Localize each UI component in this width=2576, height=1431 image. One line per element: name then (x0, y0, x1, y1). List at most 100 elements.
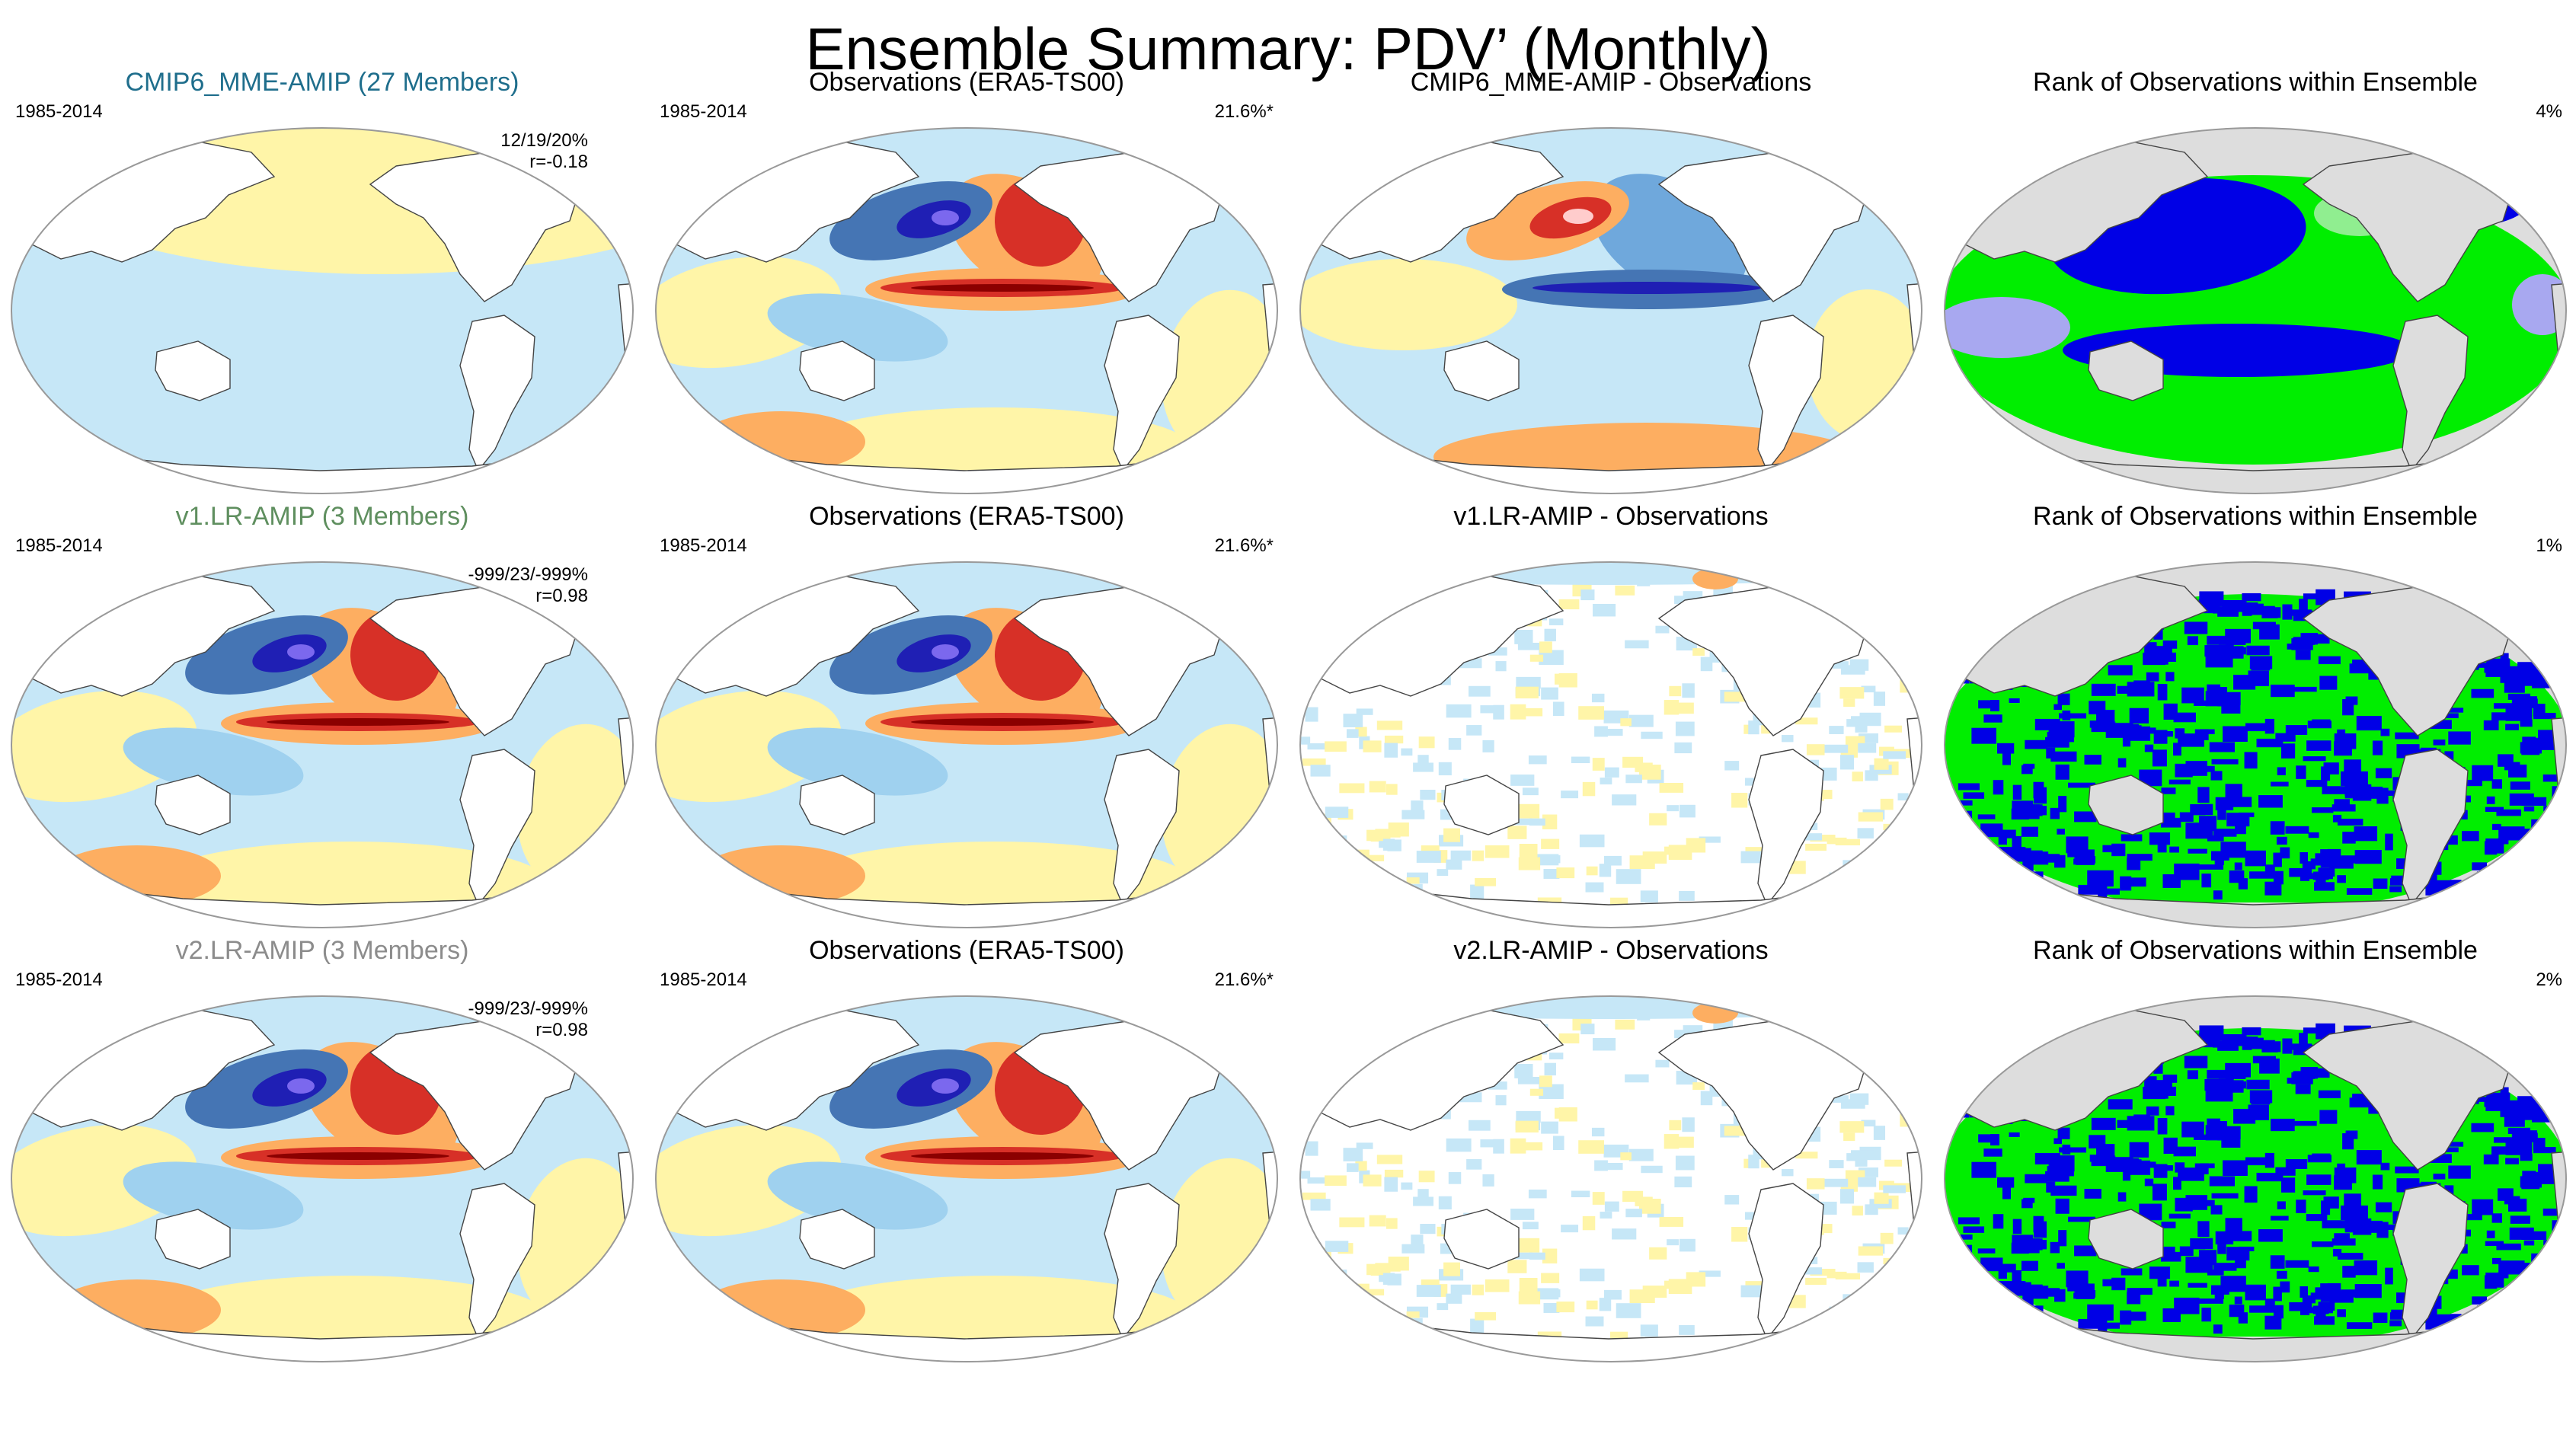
panel-percent: 21.6%* (1214, 535, 1274, 556)
field-rank-cell (2525, 880, 2541, 893)
field-rank-cell (2523, 806, 2535, 812)
field-rank-cell (2337, 1253, 2363, 1260)
field-rank-cell (2157, 1276, 2167, 1287)
map-field (11, 996, 633, 1362)
map-field (11, 562, 633, 928)
field-rank-cell (2521, 1231, 2547, 1241)
field-rank-cell (2057, 829, 2065, 835)
field-speckle (1851, 716, 1874, 725)
field-rank-cell (2207, 1269, 2224, 1276)
field-rank-cell (2533, 704, 2546, 717)
map-border (655, 995, 1278, 1362)
land-australia (2088, 1209, 2164, 1270)
field-rank-cell (2169, 1280, 2179, 1287)
field-speckle (1683, 1025, 1703, 1033)
field-speckle (1788, 1337, 1813, 1346)
field-speckle (1347, 573, 1368, 586)
field-speckle (1745, 847, 1767, 854)
field-speckle (1923, 570, 1933, 581)
field-speckle (1904, 678, 1922, 689)
field-rank-cell (2162, 1075, 2178, 1083)
field-rank-cell (2525, 835, 2542, 852)
field-speckle (1811, 1011, 1825, 1024)
field-rank-cell (2102, 845, 2113, 853)
field-rank-cell (2012, 835, 2021, 852)
field-yellow-west-pacific (656, 256, 842, 369)
field-rank-cell (2251, 1097, 2271, 1105)
field-speckle (1889, 1002, 1915, 1011)
field-rank-cell (2246, 645, 2270, 656)
field-speckle (1604, 767, 1619, 778)
field-rank-cell (1998, 1267, 2007, 1279)
field-speckle (1881, 619, 1901, 629)
field-rank-cell (2337, 819, 2363, 826)
field-rank-cell (1978, 700, 1995, 709)
panel-title: Observations (ERA5-TS00) (809, 68, 1124, 97)
field-rank-cell (2050, 1241, 2060, 1254)
field-rank-cell (2213, 599, 2222, 607)
map-field (656, 996, 1277, 1362)
field-speckle (1683, 591, 1703, 599)
field-speckle (1315, 1333, 1329, 1340)
field-rank-cell (2491, 712, 2514, 721)
field-rank-cell (2226, 813, 2250, 827)
field-speckle (1519, 843, 1538, 858)
field-rank-cell (2472, 1320, 2491, 1327)
field-speckle (1369, 854, 1385, 861)
field-rank-cell (2484, 841, 2498, 855)
field-speckle (1515, 686, 1539, 699)
field-rank-cell (2046, 747, 2056, 759)
field-speckle (1413, 762, 1434, 772)
field-speckle (1744, 1212, 1760, 1220)
field-speckle (1310, 1199, 1331, 1211)
field-speckle (1851, 866, 1874, 877)
field-rank-cell (2341, 771, 2368, 786)
field-rank-cell (2157, 1118, 2168, 1135)
field-speckle (1923, 1148, 1933, 1159)
field-speckle (1528, 1190, 1547, 1199)
field-rank-cell (2504, 620, 2527, 628)
field-speckle (1582, 1215, 1596, 1231)
field-speckle (1529, 1252, 1545, 1260)
field-rank-cell (2211, 1193, 2239, 1199)
field-yellow-west-pacific (11, 690, 197, 803)
field-rank-cell (2209, 1176, 2236, 1187)
field-rank-cell (2522, 1171, 2536, 1186)
field-speckle (1600, 778, 1612, 784)
field-rank-cell (2494, 1032, 2510, 1047)
field-rank-cell (2105, 723, 2133, 738)
field-rank-cell (2552, 1061, 2562, 1068)
field-speckle (1301, 1365, 1324, 1367)
field-speckle (1927, 728, 1933, 739)
field-rank-cell (2105, 709, 2115, 727)
field-rank-cell (2273, 1305, 2284, 1319)
field-rank-cell (2021, 826, 2038, 837)
panel-observations-3: Observations (ERA5-TS00) 1985-2014 21.6%… (644, 933, 1289, 1367)
field-rank-cell (2332, 1248, 2342, 1257)
panel-title: Rank of Observations within Ensemble (2033, 68, 2478, 97)
field-rank-cell (2245, 850, 2266, 867)
field-rank-cell (2389, 1320, 2402, 1327)
field-speckle (1592, 1192, 1605, 1205)
field-speckle (1300, 1272, 1311, 1285)
field-rank-cell (2188, 1282, 2207, 1288)
field-speckle (1810, 835, 1836, 842)
field-rank-cell (2143, 653, 2165, 666)
field-speckle (1556, 867, 1575, 879)
field-rank-cell (2300, 870, 2310, 881)
field-rank-cell (2006, 874, 2029, 886)
field-rank-cell (2325, 681, 2335, 689)
field-rank-cell (2368, 1220, 2383, 1233)
field-rank-cell (2503, 1299, 2515, 1317)
field-rank-cell (1951, 1049, 1959, 1061)
field-speckle (1828, 586, 1844, 599)
field-speckle (1558, 672, 1577, 688)
field-rank-cell (2121, 877, 2146, 887)
field-rank-cell (2486, 871, 2500, 880)
field-speckle (1420, 1224, 1436, 1235)
field-speckle (1858, 1177, 1877, 1187)
field-speckle (1655, 1059, 1670, 1068)
field-rank-cell (2207, 1069, 2234, 1079)
field-rank-cell (2058, 796, 2067, 813)
field-speckle (1823, 1178, 1849, 1187)
